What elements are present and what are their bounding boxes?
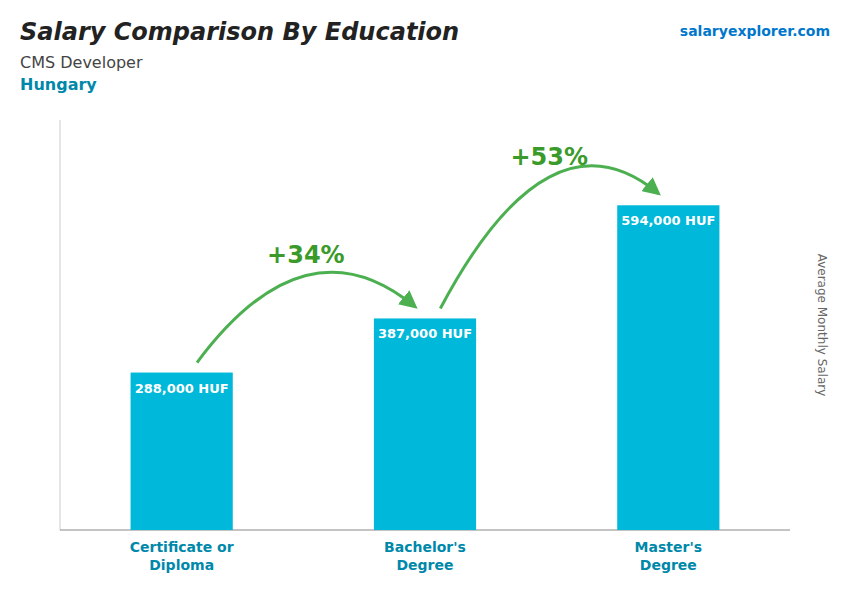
subtitle: Hungary <box>20 75 97 94</box>
watermark: salaryexplorer.com <box>680 23 830 39</box>
category-label-line: Diploma <box>149 557 214 573</box>
category-label-line: Degree <box>640 557 697 573</box>
change-arrow <box>197 272 415 362</box>
data-label: 288,000 HUF <box>135 381 229 396</box>
bars <box>131 205 720 530</box>
y-axis-label: Average Monthly Salary <box>815 254 829 397</box>
bar <box>131 373 233 530</box>
chart: Salary Comparison By Education CMS Develo… <box>0 0 850 606</box>
change-label: +34% <box>267 241 345 269</box>
bar <box>374 318 476 530</box>
bar <box>617 205 719 530</box>
category-label: Master's Degree <box>635 539 702 573</box>
category-label-line: Bachelor's <box>384 539 466 555</box>
category-label: Bachelor's Degree <box>384 539 466 573</box>
subtitle: CMS Developer <box>20 53 143 72</box>
category-label: Certificate or Diploma <box>130 539 234 573</box>
change-label: +53% <box>510 143 588 171</box>
category-label-line: Master's <box>635 539 702 555</box>
title: Salary Comparison By Education <box>20 18 459 46</box>
category-label-line: Degree <box>396 557 453 573</box>
y-axis-line <box>60 120 61 530</box>
category-label-line: Certificate or <box>130 539 234 555</box>
data-label: 387,000 HUF <box>378 326 472 341</box>
change-arrow <box>440 166 658 309</box>
data-label: 594,000 HUF <box>621 213 715 228</box>
